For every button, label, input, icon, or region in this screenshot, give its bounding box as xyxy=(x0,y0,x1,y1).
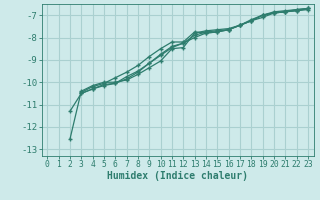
X-axis label: Humidex (Indice chaleur): Humidex (Indice chaleur) xyxy=(107,171,248,181)
